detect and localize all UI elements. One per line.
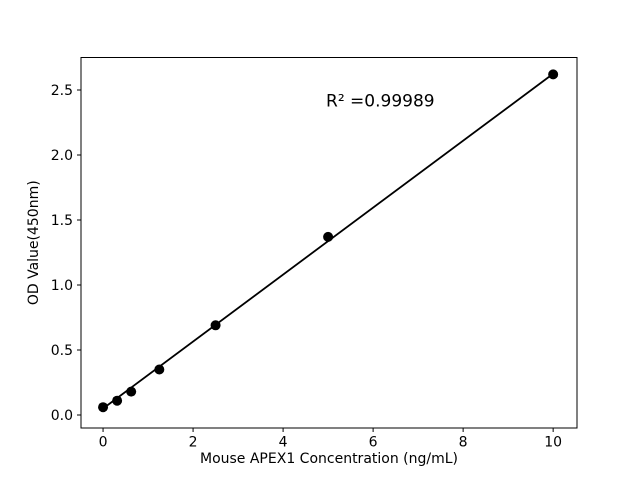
x-tick-label: 2 xyxy=(189,435,198,451)
y-tick-label: 2.5 xyxy=(51,83,73,99)
x-tick-label: 6 xyxy=(369,435,378,451)
data-point xyxy=(154,364,165,375)
y-tick-label: 0.0 xyxy=(51,408,73,424)
y-tick-label: 1.0 xyxy=(51,278,73,294)
x-tick-label: 0 xyxy=(99,435,108,451)
x-tick-label: 4 xyxy=(279,435,288,451)
data-point xyxy=(112,395,123,406)
data-point xyxy=(98,402,109,413)
x-tick-label: 10 xyxy=(544,435,562,451)
data-point xyxy=(126,386,137,397)
y-tick-label: 2.0 xyxy=(51,148,73,164)
data-point xyxy=(210,320,221,331)
y-axis-label: OD Value(450nm) xyxy=(26,180,42,305)
y-tick-label: 1.5 xyxy=(51,213,73,229)
r-squared-annotation: R² =0.99989 xyxy=(326,91,435,111)
x-axis-label: Mouse APEX1 Concentration (ng/mL) xyxy=(200,451,458,467)
axes-spines xyxy=(80,57,578,429)
data-point xyxy=(548,69,559,80)
data-point xyxy=(323,231,334,242)
y-tick-label: 0.5 xyxy=(51,343,73,359)
x-tick-label: 8 xyxy=(459,435,468,451)
